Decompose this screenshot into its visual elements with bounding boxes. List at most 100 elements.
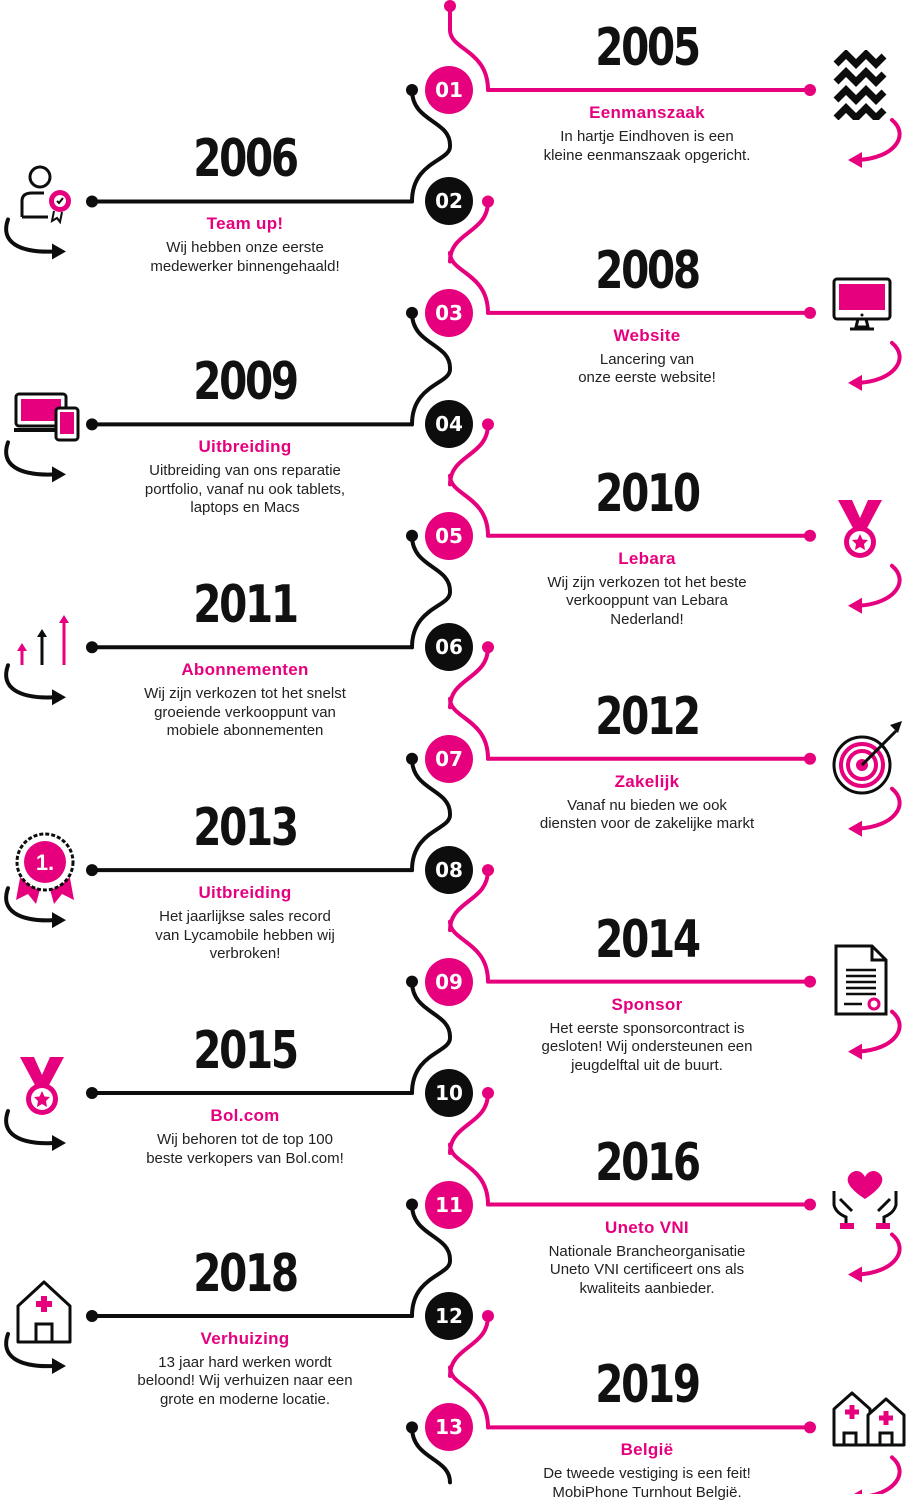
connector-dot [406,1198,418,1211]
milestone-year: 2015 [193,1021,299,1082]
branch-end-dot [804,975,816,988]
milestone-title: Lebara [618,548,676,568]
connector-arc [448,250,490,315]
connector-arc [410,88,452,147]
milestone-title: Uitbreiding [198,883,292,903]
branch-end-dot [86,1087,98,1100]
milestone-number: 11 [425,1180,473,1229]
arrow-head-icon [848,1266,862,1283]
milestone-number: 09 [425,957,473,1006]
connector-arc [410,590,452,650]
house-cross-icon [14,1276,74,1353]
heart-hands-icon [832,1165,898,1236]
curved-arrow [868,1455,902,1494]
first-place-badge-icon: 1. [14,830,76,911]
branch-end-dot [804,752,816,765]
arrow-head-icon [853,1489,862,1494]
arrow-head-icon [848,820,862,837]
curved-arrow [856,1232,902,1277]
milestone-title: Verhuizing [200,1328,290,1348]
curved-arrow [856,786,902,831]
milestone-number: 04 [425,400,473,449]
milestone-title: Zakelijk [614,771,680,791]
milestone-number: 07 [425,734,473,783]
milestone-title: Uneto VNI [605,1217,689,1237]
medal-icon [832,496,888,571]
milestone-year: 2014 [595,909,701,970]
milestone-description: Wij behoren tot de top 100 beste verkoper… [146,1131,344,1167]
milestone-description: Het eerste sponsorcontract is gesloten! W… [541,1019,753,1074]
connector-arc [410,1036,452,1096]
connector-dot [406,975,418,988]
curved-arrow [4,440,58,477]
branch-end-dot [804,529,816,542]
arrow-head-icon [848,597,862,614]
connector-arc [410,367,452,427]
connector-arc [410,1425,452,1485]
arrow-head-icon [52,466,66,483]
connector-arc [448,28,490,92]
milestone-year: 2019 [595,1355,701,1416]
curved-arrow [4,217,58,254]
milestone-description: Wij zijn verkozen tot het beste verkooppu… [547,573,747,628]
connector-arc [410,310,452,370]
milestone-title: Uitbreiding [198,437,292,457]
branch-end-dot [804,1198,816,1211]
milestone-year: 2013 [193,798,299,859]
arrow-head-icon [52,243,66,260]
milestone-description: In hartje Eindhoven is een kleine eenmans… [543,128,751,164]
arrow-head-icon [52,689,66,706]
milestone-title: Bol.com [210,1106,280,1126]
arrow-head-icon [848,1043,862,1060]
milestone-number: 08 [425,846,473,895]
connector-arc [410,144,452,204]
growth-arrows-icon [14,607,76,678]
monitor-icon [832,273,894,338]
milestone-number: 01 [425,66,473,114]
branch-end-dot [804,84,816,96]
connector-dot [406,752,418,765]
curved-arrow [4,1331,58,1369]
arrow-head-icon [52,1135,66,1152]
connector-dot [406,84,418,96]
milestone-number: 03 [425,288,473,337]
milestone-description: Nationale Brancheorganisatie Uneto VNI ce… [548,1242,746,1297]
milestone-description: 13 jaar hard werken wordt beloond! Wij ve… [137,1353,353,1408]
curved-arrow [856,1009,902,1054]
connector-arc [448,1142,490,1207]
contract-icon [832,942,892,1023]
milestone-year: 2011 [193,575,299,636]
connector-arc [448,919,490,984]
curved-arrow [856,563,902,608]
connector-dot [482,1309,494,1322]
milestone-number: 02 [425,177,473,226]
milestone-number: 13 [425,1403,473,1452]
waves-icon [832,49,888,125]
milestone-description: Wij zijn verkozen tot het snelst groeiend… [144,685,346,740]
curved-arrow [4,1109,58,1146]
branch-end-dot [86,1309,98,1322]
connector-dot [482,864,494,877]
arrow-head-icon [52,1357,66,1374]
connector-arc [410,813,452,873]
milestone-title: Team up! [206,214,284,234]
connector-dot [406,1421,418,1434]
target-icon [832,719,908,800]
connector-arc [410,979,452,1039]
curved-arrow [4,886,58,923]
connector-arc [448,696,490,761]
milestone-number: 05 [425,511,473,560]
milestone-title: Eenmanszaak [589,103,705,122]
laptop-tablet-icon [12,384,84,449]
connector-arc [410,1202,452,1262]
connector-arc [410,1258,452,1318]
curved-arrow [856,118,902,162]
medal-icon [14,1053,70,1128]
milestone-description: Het jaarlijkse sales record van Lycamobil… [155,908,335,963]
milestone-number: 12 [425,1291,473,1340]
milestone-description: Vanaf nu bieden we ook diensten voor de z… [539,796,755,833]
milestone-title: Sponsor [611,994,683,1014]
branch-end-dot [804,306,816,319]
connector-dot [482,1087,494,1100]
